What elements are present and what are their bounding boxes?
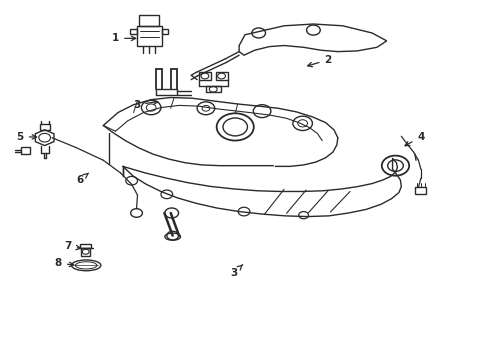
Text: 2: 2 xyxy=(308,55,332,67)
Text: 4: 4 xyxy=(405,132,425,146)
Text: 6: 6 xyxy=(76,173,89,185)
Text: 3: 3 xyxy=(231,265,243,278)
Text: 1: 1 xyxy=(112,33,136,43)
Text: 3: 3 xyxy=(133,100,158,110)
Text: 8: 8 xyxy=(55,258,74,268)
Text: 5: 5 xyxy=(17,132,37,142)
Text: 7: 7 xyxy=(65,241,81,251)
